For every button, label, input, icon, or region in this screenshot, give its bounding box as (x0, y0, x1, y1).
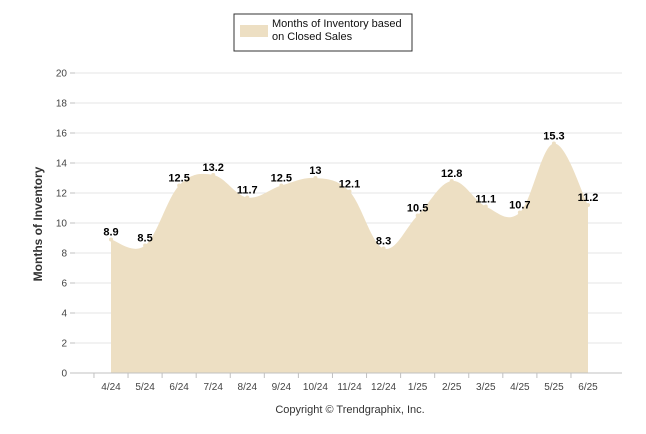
x-tick-label: 5/24 (135, 382, 155, 393)
x-tick-label: 6/24 (169, 382, 189, 393)
data-point (483, 204, 488, 209)
data-label: 11.1 (475, 194, 496, 206)
data-label: 12.5 (168, 173, 189, 185)
data-label: 11.2 (578, 192, 599, 204)
data-point (109, 237, 113, 242)
legend-swatch (240, 25, 268, 37)
data-point (415, 213, 420, 218)
data-label: 10.7 (509, 200, 530, 212)
data-label: 10.5 (407, 203, 428, 215)
data-point (143, 243, 148, 248)
y-tick-label: 8 (61, 249, 67, 260)
x-tick-label: 12/24 (371, 382, 396, 393)
y-tick-label: 20 (56, 69, 68, 80)
x-tick-label: 5/25 (544, 382, 564, 393)
y-tick-label: 12 (56, 189, 68, 200)
x-tick-label: 11/24 (337, 382, 362, 393)
y-tick-labels: 0 2 4 6 8 10 12 14 16 18 20 (56, 69, 75, 380)
data-point (245, 195, 250, 200)
data-point (279, 183, 284, 188)
copyright-text: Copyright © Trendgraphix, Inc. (275, 404, 424, 416)
y-axis-title: Months of Inventory (31, 166, 45, 281)
data-point (517, 210, 522, 215)
data-label: 12.5 (271, 173, 292, 185)
y-tick-label: 14 (56, 159, 68, 170)
series-area (111, 143, 588, 373)
x-tick-label: 4/25 (510, 382, 530, 393)
data-label: 15.3 (543, 131, 564, 143)
data-label: 12.8 (441, 168, 462, 180)
y-tick-label: 4 (61, 309, 67, 320)
x-tick-label: 7/24 (203, 382, 223, 393)
y-tick-label: 0 (61, 369, 67, 380)
x-tick-label: 1/25 (408, 382, 428, 393)
y-tick-label: 2 (61, 339, 67, 350)
data-point (449, 179, 454, 183)
x-tick-label: 2/25 (442, 382, 462, 393)
data-point (347, 189, 352, 194)
data-label: 8.3 (376, 236, 391, 248)
data-point (313, 176, 318, 180)
data-label: 11.7 (237, 185, 258, 197)
legend: Months of Inventory based on Closed Sale… (233, 13, 413, 52)
area-series (109, 141, 590, 373)
data-label: 8.5 (137, 233, 152, 245)
legend-label-line-1: Months of Inventory based (272, 18, 402, 30)
x-tick-label: 3/25 (476, 382, 496, 393)
x-tick-labels: 4/24 5/24 6/24 7/24 8/24 9/24 10/24 11/24 12/24 1… (93, 373, 598, 393)
data-label: 13.2 (203, 162, 224, 174)
data-point (211, 173, 216, 177)
y-tick-label: 18 (56, 99, 68, 110)
x-tick-label: 6/25 (578, 382, 598, 393)
legend-label-line-2: on Closed Sales (272, 31, 353, 43)
x-tick-label: 10/24 (303, 382, 328, 393)
y-tick-label: 6 (61, 279, 67, 290)
x-tick-label: 9/24 (272, 382, 292, 393)
x-tick-label: 8/24 (238, 382, 258, 393)
y-tick-label: 10 (56, 219, 68, 230)
data-labels: 8.9 8.5 12.5 13.2 11.7 12.5 13 12.1 8.3 10.5 12.8 1… (103, 131, 598, 248)
data-label: 12.1 (339, 179, 360, 191)
data-label: 13 (309, 165, 321, 177)
data-point (177, 183, 182, 188)
y-tick-label: 16 (56, 129, 68, 140)
x-tick-label: 4/24 (101, 382, 121, 393)
data-label: 8.9 (103, 227, 118, 239)
data-point (586, 203, 590, 207)
data-point (381, 246, 386, 251)
data-point (551, 141, 556, 146)
